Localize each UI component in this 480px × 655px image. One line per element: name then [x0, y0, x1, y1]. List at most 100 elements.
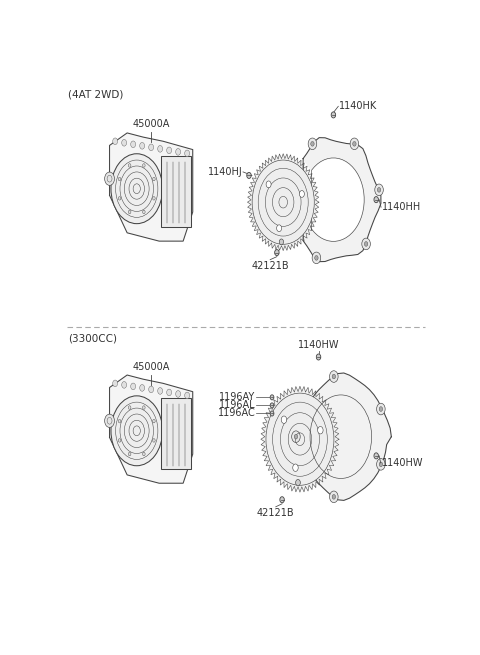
Circle shape	[270, 403, 274, 408]
Circle shape	[276, 225, 282, 232]
Text: 42121B: 42121B	[257, 508, 295, 518]
Circle shape	[143, 453, 145, 456]
Circle shape	[279, 239, 284, 245]
Circle shape	[270, 395, 274, 400]
Circle shape	[275, 250, 279, 255]
Circle shape	[149, 144, 154, 151]
Circle shape	[118, 419, 121, 423]
Circle shape	[266, 393, 334, 485]
Polygon shape	[109, 375, 193, 483]
Text: 1140HJ: 1140HJ	[207, 167, 242, 177]
Circle shape	[379, 462, 383, 466]
Circle shape	[332, 495, 336, 499]
Circle shape	[143, 210, 145, 214]
Polygon shape	[248, 154, 319, 251]
Circle shape	[293, 464, 298, 472]
Circle shape	[122, 382, 127, 388]
Circle shape	[332, 374, 336, 379]
Bar	[161, 398, 191, 469]
Circle shape	[312, 252, 321, 264]
Circle shape	[353, 141, 356, 146]
Circle shape	[364, 242, 368, 246]
Circle shape	[375, 184, 384, 196]
Circle shape	[153, 196, 155, 200]
Circle shape	[140, 143, 144, 149]
Circle shape	[111, 396, 163, 466]
Circle shape	[185, 150, 190, 157]
Circle shape	[118, 196, 121, 200]
Circle shape	[292, 431, 300, 443]
Circle shape	[105, 172, 114, 185]
Circle shape	[167, 389, 171, 396]
Circle shape	[185, 392, 190, 399]
Text: 1140HK: 1140HK	[339, 102, 377, 111]
Text: 42121B: 42121B	[252, 261, 289, 271]
Circle shape	[374, 453, 378, 459]
Circle shape	[316, 354, 321, 360]
Circle shape	[131, 141, 135, 147]
Circle shape	[176, 390, 180, 398]
Text: 1196AC: 1196AC	[217, 409, 255, 419]
Circle shape	[105, 414, 114, 428]
Circle shape	[118, 178, 121, 181]
Circle shape	[296, 479, 300, 486]
Circle shape	[111, 154, 163, 223]
Text: 1196AY: 1196AY	[219, 392, 255, 402]
Circle shape	[153, 419, 155, 423]
Circle shape	[167, 147, 171, 154]
Circle shape	[252, 160, 314, 244]
Text: 1196AL: 1196AL	[219, 400, 255, 411]
Circle shape	[128, 210, 131, 214]
Circle shape	[158, 145, 163, 152]
Polygon shape	[297, 373, 391, 500]
Text: 45000A: 45000A	[132, 119, 170, 129]
Circle shape	[140, 384, 144, 391]
Polygon shape	[261, 386, 339, 492]
Text: 1140HW: 1140HW	[382, 458, 423, 468]
Circle shape	[377, 187, 381, 192]
Polygon shape	[109, 133, 193, 241]
Text: 1140HH: 1140HH	[382, 202, 421, 212]
Circle shape	[153, 178, 155, 181]
Circle shape	[158, 388, 163, 394]
Circle shape	[331, 112, 336, 118]
Circle shape	[128, 406, 131, 409]
Bar	[161, 157, 191, 227]
Circle shape	[113, 138, 118, 145]
Circle shape	[350, 138, 359, 149]
Circle shape	[113, 380, 118, 386]
Circle shape	[377, 403, 385, 415]
Text: 45000A: 45000A	[132, 362, 170, 372]
Circle shape	[318, 426, 323, 434]
Circle shape	[122, 140, 127, 146]
Text: 1140HW: 1140HW	[298, 340, 339, 350]
Circle shape	[330, 371, 338, 383]
Text: (3300CC): (3300CC)	[68, 333, 117, 343]
Circle shape	[118, 439, 121, 442]
Circle shape	[379, 407, 383, 411]
Circle shape	[308, 138, 317, 149]
Circle shape	[266, 181, 271, 188]
Circle shape	[300, 191, 304, 197]
Circle shape	[330, 491, 338, 502]
Circle shape	[131, 383, 135, 390]
Circle shape	[128, 453, 131, 456]
Circle shape	[149, 386, 154, 393]
Circle shape	[247, 172, 251, 178]
Circle shape	[311, 141, 314, 146]
Circle shape	[374, 196, 378, 202]
Circle shape	[153, 439, 155, 442]
Polygon shape	[303, 138, 381, 261]
Circle shape	[294, 434, 298, 439]
Circle shape	[281, 416, 287, 423]
Circle shape	[143, 406, 145, 409]
Circle shape	[315, 255, 318, 260]
Circle shape	[270, 411, 274, 416]
Circle shape	[362, 238, 371, 250]
Circle shape	[377, 458, 385, 470]
Circle shape	[176, 149, 180, 155]
Circle shape	[280, 496, 284, 503]
Text: (4AT 2WD): (4AT 2WD)	[68, 90, 123, 100]
Circle shape	[128, 164, 131, 167]
Circle shape	[143, 164, 145, 167]
